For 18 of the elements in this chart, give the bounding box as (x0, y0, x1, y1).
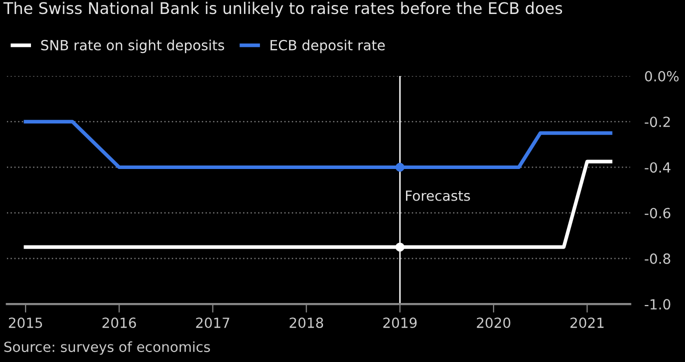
y-tick-label: -0.8 (644, 253, 670, 264)
source-note: Source: surveys of economics (4, 341, 210, 355)
ref-line-label: Forecasts (406, 190, 470, 201)
legend-label: ECB deposit rate (270, 40, 385, 54)
x-tick-label: 2018 (290, 318, 324, 328)
x-tick-label: 2021 (570, 318, 604, 328)
x-tick-label: 2020 (476, 318, 510, 328)
y-tick-label: 0.0% (645, 70, 679, 82)
x-tick-label: 2016 (102, 318, 136, 328)
legend-label: SNB rate on sight deposits (41, 40, 224, 54)
y-tick-label: -1.0 (644, 299, 670, 310)
x-tick-label: 2019 (383, 318, 417, 328)
y-tick-label: -0.6 (644, 208, 670, 218)
x-tick-label: 2017 (196, 318, 230, 328)
y-tick-label: -0.2 (644, 116, 670, 128)
chart-title: The Swiss National Bank is unlikely to raise rates before the ECB does (3, 2, 562, 18)
y-tick-label: -0.4 (644, 162, 670, 173)
x-tick-label: 2015 (8, 318, 42, 328)
